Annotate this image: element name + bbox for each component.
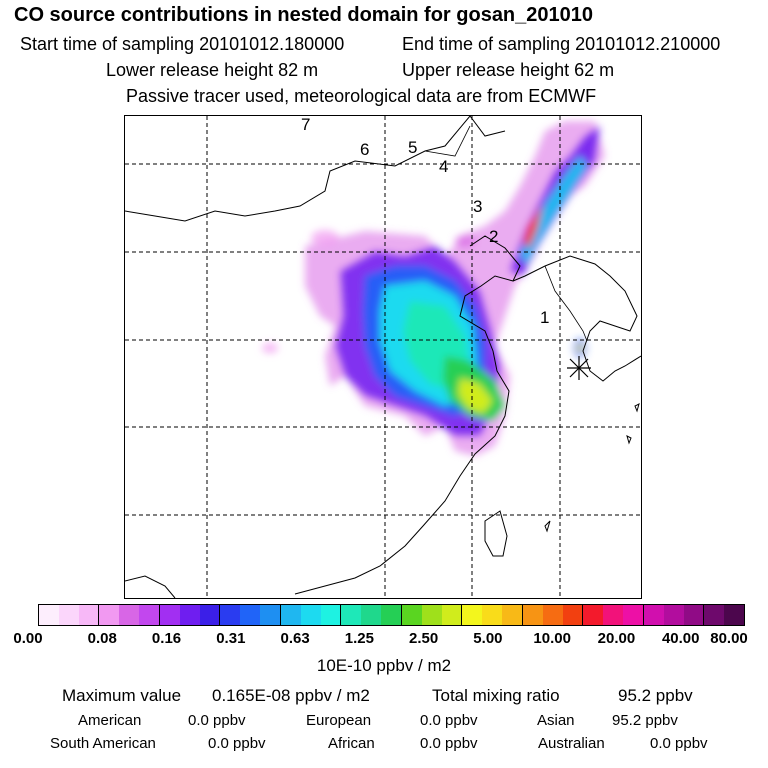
- map-canvas: 1 2 3 4 5 6 7: [125, 116, 641, 598]
- colorbar-segment: [300, 605, 321, 625]
- region-value-asian: 95.2 ppbv: [612, 712, 678, 729]
- colorbar-tick-label: 40.00: [661, 630, 700, 647]
- colorbar-segment: [663, 605, 684, 625]
- colorbar-segment: [240, 605, 261, 625]
- colorbar-segment: [361, 605, 382, 625]
- plot-title: CO source contributions in nested domain…: [14, 4, 594, 26]
- colorbar-segment: [179, 605, 200, 625]
- colorbar-segment: [99, 605, 120, 625]
- colorbar-segment: [381, 605, 402, 625]
- colorbar-segment: [58, 605, 79, 625]
- colorbar-segment: [78, 605, 100, 625]
- region-value-south-american: 0.0 ppbv: [208, 735, 266, 752]
- max-value-label: Maximum value: [62, 686, 182, 705]
- colorbar-segment: [462, 605, 483, 625]
- colorbar-segment: [522, 605, 543, 625]
- colorbar-segment: [562, 605, 584, 625]
- region-name-australian: Australian: [538, 735, 605, 752]
- colorbar-segment: [139, 605, 160, 625]
- colorbar-tick-label: 0.00: [13, 630, 43, 647]
- colorbar-tick-label: 0.31: [216, 630, 246, 647]
- region-name-european: European: [306, 712, 372, 729]
- trajectory-point-6: 6: [360, 140, 369, 159]
- colorbar-segment: [683, 605, 705, 625]
- max-value: 0.165E-08 ppbv / m2: [212, 686, 370, 705]
- colorbar-segment: [583, 605, 604, 625]
- colorbar-segment: [119, 605, 140, 625]
- end-time-label: End time of sampling 20101012.210000: [402, 34, 721, 54]
- concentration-field: [262, 121, 605, 456]
- trajectory-point-2: 2: [489, 227, 498, 246]
- colorbar-segment: [643, 605, 664, 625]
- region-name-south-american: South American: [50, 735, 156, 752]
- colorbar-segment: [502, 605, 523, 625]
- coastlines: [125, 116, 641, 598]
- colorbar-tick-label: 0.16: [151, 630, 182, 647]
- colorbar-segment: [704, 605, 725, 625]
- region-value-australian: 0.0 ppbv: [650, 735, 708, 752]
- upper-release-height-label: Upper release height 62 m: [402, 60, 615, 80]
- colorbar-tick-label: 20.00: [597, 630, 636, 647]
- colorbar-segment: [341, 605, 362, 625]
- region-name-african: African: [328, 735, 375, 752]
- colorbar-segment: [280, 605, 301, 625]
- colorbar-segment: [603, 605, 624, 625]
- map-panel: 1 2 3 4 5 6 7: [124, 115, 642, 599]
- colorbar-segment: [623, 605, 644, 625]
- colorbar-segment: [542, 605, 563, 625]
- colorbar-segment: [159, 605, 180, 625]
- trajectory-point-1: 1: [540, 308, 549, 327]
- colorbar-segment: [421, 605, 442, 625]
- colorbar-segment: [320, 605, 342, 625]
- colorbar-tick-label: 2.50: [409, 630, 439, 647]
- colorbar: [38, 604, 745, 626]
- colorbar-tick-label: 0.08: [87, 630, 117, 647]
- colorbar-segment: [220, 605, 241, 625]
- colorbar-tick-label: 10.00: [533, 630, 571, 647]
- region-name-asian: Asian: [537, 712, 575, 729]
- colorbar-tick-label: 0.63: [280, 630, 310, 647]
- colorbar-segment: [260, 605, 281, 625]
- colorbar-segment: [401, 605, 422, 625]
- colorbar-unit: 10E-10 ppbv / m2: [316, 656, 452, 675]
- trajectory-point-5: 5: [408, 138, 417, 157]
- start-time-label: Start time of sampling 20101012.180000: [20, 34, 345, 54]
- total-mixing-ratio-label: Total mixing ratio: [432, 686, 560, 705]
- colorbar-segment: [441, 605, 463, 625]
- region-name-american: American: [78, 712, 142, 729]
- total-mixing-ratio-value: 95.2 ppbv: [618, 686, 693, 705]
- lower-release-height-label: Lower release height 82 m: [106, 60, 319, 80]
- trajectory-point-4: 4: [439, 157, 448, 176]
- colorbar-tick-label: 80.00: [710, 630, 748, 647]
- colorbar-segment: [482, 605, 503, 625]
- tracer-note: Passive tracer used, meteorological data…: [126, 86, 597, 106]
- colorbar-segment: [724, 605, 744, 625]
- colorbar-segment: [199, 605, 221, 625]
- region-value-european: 0.0 ppbv: [420, 712, 478, 729]
- colorbar-tick-label: 1.25: [344, 630, 374, 647]
- colorbar-tick-label: 5.00: [473, 630, 503, 647]
- colorbar-segment: [39, 605, 59, 625]
- asterisk-icon: [567, 356, 591, 380]
- trajectory-point-3: 3: [473, 197, 482, 216]
- borders: [424, 125, 588, 342]
- region-value-american: 0.0 ppbv: [188, 712, 246, 729]
- trajectory-point-7: 7: [301, 116, 310, 134]
- graticule: [125, 116, 641, 598]
- region-value-african: 0.0 ppbv: [420, 735, 478, 752]
